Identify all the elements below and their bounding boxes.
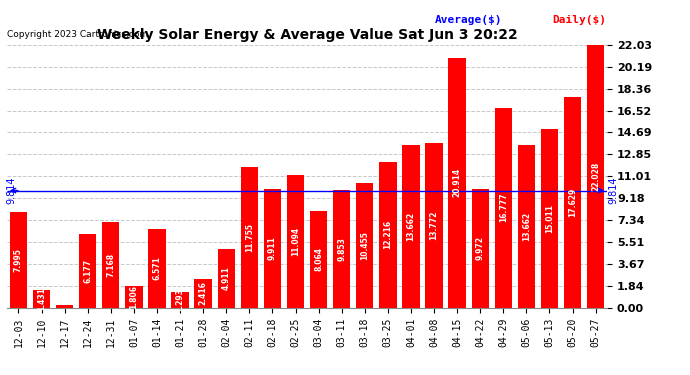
Bar [380, 162, 397, 308]
Text: 7.995: 7.995 [14, 248, 23, 272]
Text: 1.293: 1.293 [175, 288, 184, 312]
Text: 1.431: 1.431 [37, 287, 46, 311]
Text: Average($): Average($) [435, 15, 502, 25]
Bar [264, 189, 281, 308]
Bar [471, 189, 489, 308]
Text: 11.755: 11.755 [245, 223, 254, 252]
Text: 1.806: 1.806 [130, 285, 139, 309]
Text: 15.011: 15.011 [545, 204, 554, 232]
Bar [241, 167, 258, 308]
Text: Daily($): Daily($) [552, 15, 606, 25]
Bar [541, 129, 558, 308]
Bar [310, 211, 327, 308]
Text: 6.177: 6.177 [83, 259, 92, 283]
Bar [448, 58, 466, 308]
Text: 2.416: 2.416 [199, 281, 208, 305]
Title: Weekly Solar Energy & Average Value Sat Jun 3 20:22: Weekly Solar Energy & Average Value Sat … [97, 28, 518, 42]
Bar [356, 183, 373, 308]
Bar [518, 145, 535, 308]
Text: 9.814: 9.814 [7, 177, 17, 204]
Bar [425, 143, 443, 308]
Text: 20.914: 20.914 [453, 168, 462, 198]
Bar [10, 212, 27, 308]
Bar [171, 292, 189, 308]
Bar [495, 108, 512, 307]
Bar [56, 304, 73, 307]
Bar [217, 249, 235, 308]
Text: 22.028: 22.028 [591, 162, 600, 191]
Bar [333, 190, 351, 308]
Text: Copyright 2023 Cartronics.com: Copyright 2023 Cartronics.com [7, 30, 148, 39]
Text: 11.094: 11.094 [291, 227, 300, 256]
Text: 9.814: 9.814 [609, 177, 618, 204]
Bar [195, 279, 212, 308]
Text: 9.853: 9.853 [337, 237, 346, 261]
Text: 13.772: 13.772 [430, 211, 439, 240]
Text: 16.777: 16.777 [499, 193, 508, 222]
Bar [587, 45, 604, 308]
Text: 17.629: 17.629 [568, 188, 577, 217]
Bar [287, 175, 304, 308]
Text: 9.911: 9.911 [268, 237, 277, 260]
Bar [79, 234, 97, 308]
Text: 13.662: 13.662 [406, 211, 415, 241]
Text: 8.064: 8.064 [314, 248, 323, 272]
Bar [564, 98, 581, 308]
Bar [125, 286, 143, 308]
Bar [33, 291, 50, 308]
Text: 10.455: 10.455 [360, 231, 369, 260]
Text: 9.972: 9.972 [475, 236, 484, 260]
Text: 4.911: 4.911 [221, 266, 230, 290]
Text: 6.571: 6.571 [152, 256, 161, 280]
Bar [102, 222, 119, 308]
Text: 13.662: 13.662 [522, 211, 531, 241]
Bar [148, 229, 166, 308]
Text: 7.168: 7.168 [106, 253, 115, 277]
Bar [402, 145, 420, 308]
Text: 12.216: 12.216 [384, 220, 393, 249]
